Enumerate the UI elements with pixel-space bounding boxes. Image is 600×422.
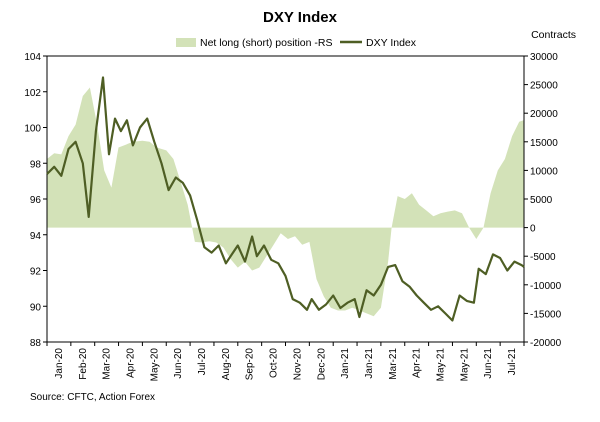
right-axis-tick-label: -10000 [530, 281, 562, 292]
x-axis-tick-label: Jan-21 [364, 348, 375, 379]
right-axis-tick-label: 25000 [530, 81, 558, 92]
x-axis-tick-label: Sep-20 [245, 348, 256, 381]
left-axis-tick-label: 100 [24, 124, 41, 135]
left-axis-tick-label: 92 [30, 267, 42, 278]
net-position-area [47, 87, 524, 317]
x-axis-tick-label: Apr-20 [125, 348, 136, 378]
x-axis-tick-label: Oct-20 [269, 348, 280, 378]
x-axis-tick-label: May-21 [436, 348, 447, 382]
x-axis-tick-label: Mar-20 [102, 348, 113, 380]
x-axis-tick-label: Jun-20 [173, 348, 184, 379]
x-axis-tick-label: Dec-20 [316, 348, 327, 381]
x-axis-tick-label: May-21 [459, 348, 470, 382]
x-axis-tick-label: Mar-21 [388, 348, 399, 380]
x-axis-tick-label: May-20 [149, 348, 160, 382]
right-axis-tick-label: 5000 [530, 195, 553, 206]
x-axis-tick-label: Jul-20 [197, 348, 208, 376]
right-axis-tick-label: 15000 [530, 138, 558, 149]
legend-line-label: DXY Index [366, 37, 417, 49]
x-axis-tick-label: Aug-20 [221, 348, 232, 381]
right-axis-tick-label: -15000 [530, 309, 562, 320]
left-axis-tick-label: 102 [24, 88, 41, 99]
right-axis-title: Contracts [531, 29, 576, 41]
right-axis-tick-label: 10000 [530, 166, 558, 177]
x-axis-tick-label: Jun-21 [483, 348, 494, 379]
x-axis-tick-label: Feb-20 [78, 348, 89, 380]
right-axis-tick-label: -20000 [530, 338, 562, 349]
legend: Net long (short) position -RS DXY Index [176, 37, 417, 49]
legend-area-label: Net long (short) position -RS [200, 37, 332, 49]
right-axis-tick-label: 30000 [530, 52, 558, 63]
legend-area-swatch [176, 38, 196, 47]
left-axis-tick-label: 98 [30, 159, 42, 170]
x-axis-tick-label: Jan-20 [54, 348, 65, 379]
left-axis-tick-label: 90 [30, 302, 42, 313]
x-axis-tick-label: Apr-21 [412, 348, 423, 378]
left-axis-tick-label: 88 [30, 338, 42, 349]
right-axis-tick-label: 20000 [530, 109, 558, 120]
dxy-index-line [46, 76, 525, 322]
right-axis-tick-label: 0 [530, 224, 536, 235]
right-axis-tick-label: -5000 [530, 252, 556, 263]
left-axis-tick-label: 96 [30, 195, 42, 206]
chart-title: DXY Index [263, 9, 338, 26]
left-axis-tick-label: 104 [24, 52, 41, 63]
source-note: Source: CFTC, Action Forex [30, 392, 155, 403]
x-axis-tick-label: Nov-20 [292, 348, 303, 381]
plot-area: 104 102 100 98 96 94 92 90 88 30000 25000 20000 1500… [24, 52, 561, 381]
left-axis-tick-label: 94 [30, 231, 42, 242]
x-axis-tick-label: Jul-21 [507, 348, 518, 376]
x-axis-tick-label: Jan-21 [340, 348, 351, 379]
